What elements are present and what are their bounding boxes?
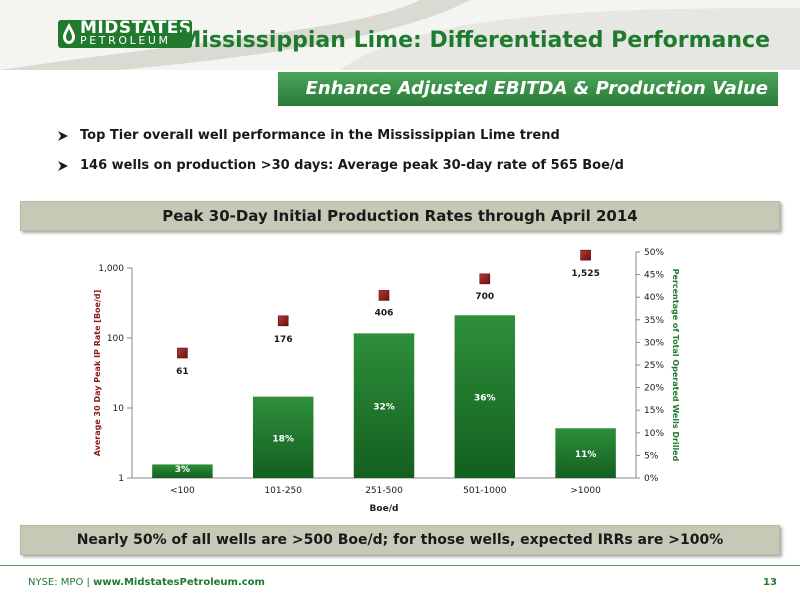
data-point-label: 700 bbox=[475, 292, 494, 302]
logo-wordmark-top: MIDSTATES bbox=[80, 18, 192, 38]
footer-info: NYSE: MPO | www.MidstatesPetroleum.com bbox=[28, 577, 265, 588]
y2-axis-title: Percentage of Total Operated Wells Drill… bbox=[671, 269, 680, 462]
x-tick-label: 501-1000 bbox=[463, 486, 507, 496]
page-title: Mississippian Lime: Differentiated Perfo… bbox=[179, 28, 770, 53]
data-point-label: 176 bbox=[274, 335, 293, 345]
bar bbox=[353, 333, 415, 478]
top-band bbox=[0, 0, 800, 70]
arrow-bullet-icon bbox=[58, 161, 68, 171]
data-point-label: 406 bbox=[375, 308, 394, 318]
bar-value-label: 18% bbox=[272, 434, 294, 444]
bar-value-label: 3% bbox=[175, 465, 190, 475]
y2-tick-label: 0% bbox=[644, 474, 659, 484]
subtitle-bar: Enhance Adjusted EBITDA & Production Val… bbox=[278, 72, 778, 106]
data-point-marker bbox=[177, 347, 188, 359]
ticker-text: NYSE: MPO bbox=[28, 577, 84, 588]
subtitle: Enhance Adjusted EBITDA & Production Val… bbox=[305, 78, 768, 99]
footer-divider bbox=[0, 565, 800, 566]
bar-value-label: 11% bbox=[575, 450, 597, 460]
y2-tick-label: 30% bbox=[644, 338, 664, 348]
footer-note-box: Nearly 50% of all wells are >500 Boe/d; … bbox=[20, 525, 780, 555]
logo-badge bbox=[58, 20, 192, 48]
y-axis-title: Average 30 Day Peak IP Rate [Boe/d] bbox=[93, 290, 102, 457]
footer-note-text: Nearly 50% of all wells are >500 Boe/d; … bbox=[76, 532, 724, 548]
data-point-marker bbox=[580, 249, 591, 261]
logo-wordmark-bottom: PETROLEUM bbox=[80, 34, 171, 47]
y2-tick-label: 40% bbox=[644, 293, 664, 303]
y2-tick-label: 5% bbox=[644, 451, 659, 461]
bar-value-label: 36% bbox=[474, 394, 496, 404]
y-tick-label: 10 bbox=[113, 404, 125, 414]
website-link[interactable]: www.MidstatesPetroleum.com bbox=[93, 577, 265, 588]
bar bbox=[454, 315, 516, 478]
bullet-text: 146 wells on production >30 days: Averag… bbox=[80, 158, 624, 173]
y2-tick-label: 50% bbox=[644, 248, 664, 258]
x-tick-label: <100 bbox=[170, 486, 195, 496]
top-band-swoosh bbox=[0, 0, 800, 70]
y2-tick-label: 25% bbox=[644, 361, 664, 371]
chart-header-text: Peak 30-Day Initial Production Rates thr… bbox=[162, 207, 638, 225]
y2-tick-label: 35% bbox=[644, 316, 664, 326]
y2-tick-label: 10% bbox=[644, 429, 664, 439]
data-point-label: 1,525 bbox=[571, 269, 599, 279]
data-point-label: 61 bbox=[176, 367, 189, 377]
y2-tick-label: 15% bbox=[644, 406, 664, 416]
bar bbox=[555, 428, 616, 478]
x-tick-label: 251-500 bbox=[365, 486, 403, 496]
y2-tick-label: 20% bbox=[644, 384, 664, 394]
data-point-marker bbox=[277, 315, 289, 327]
y-tick-label: 1 bbox=[118, 474, 124, 484]
data-point-marker bbox=[479, 273, 491, 285]
chart-plot-area: 1 10 100 1,000 0% 5% 10% 15% 20% 25% 30% 35% 40% 45% 5… bbox=[93, 248, 680, 514]
bar bbox=[152, 464, 213, 478]
x-axis-title: Boe/d bbox=[370, 504, 399, 514]
y2-tick-label: 45% bbox=[644, 271, 664, 281]
company-logo: MIDSTATES PETROLEUM bbox=[58, 20, 192, 48]
footer-separator: | bbox=[86, 577, 90, 588]
page-number: 13 bbox=[763, 577, 777, 588]
bar bbox=[252, 396, 314, 478]
chart-header: Peak 30-Day Initial Production Rates thr… bbox=[20, 201, 780, 231]
x-tick-label: 101-250 bbox=[264, 486, 302, 496]
y-tick-label: 1,000 bbox=[98, 264, 124, 274]
arrow-bullet-icon bbox=[58, 131, 68, 141]
x-tick-label: >1000 bbox=[570, 486, 601, 496]
bar-value-label: 32% bbox=[373, 403, 395, 413]
data-point-marker bbox=[378, 290, 390, 301]
bullet-text: Top Tier overall well performance in the… bbox=[80, 128, 560, 143]
y-tick-label: 100 bbox=[107, 334, 124, 344]
